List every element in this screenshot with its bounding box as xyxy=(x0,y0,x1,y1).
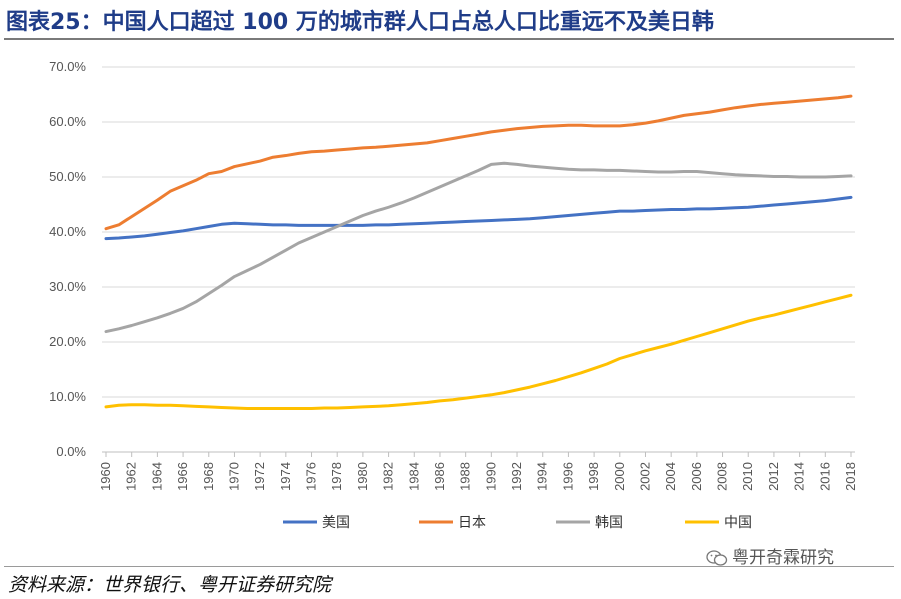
legend-item-1: 日本 xyxy=(419,515,486,531)
x-tick-label: 1990 xyxy=(483,462,498,491)
legend-label: 中国 xyxy=(724,515,752,531)
x-tick-label: 1964 xyxy=(149,462,164,491)
x-tick-label: 2016 xyxy=(817,462,832,491)
y-axis-ticks: 0.0% 10.0% 20.0% 30.0% 40.0% 50.0% 60.0% 70.0% xyxy=(49,59,86,459)
series-line-2 xyxy=(104,161,853,334)
y-tick-label: 30.0% xyxy=(49,279,86,294)
x-tick-label: 2002 xyxy=(637,462,652,491)
y-tick-label: 40.0% xyxy=(49,224,86,239)
legend-item-0: 美国 xyxy=(283,515,350,531)
x-tick-label: 1988 xyxy=(458,462,473,491)
legend-item-2: 韩国 xyxy=(556,515,623,531)
x-tick-label: 1992 xyxy=(509,462,524,491)
x-tick-label: 1978 xyxy=(329,462,344,491)
y-tick-label: 0.0% xyxy=(56,444,86,459)
wechat-icon xyxy=(706,550,728,566)
x-tick-label: 1994 xyxy=(535,462,550,491)
x-tick-label: 1976 xyxy=(304,462,319,491)
x-tick-label: 2006 xyxy=(689,462,704,491)
x-tick-label: 1996 xyxy=(560,462,575,491)
x-tick-label: 1982 xyxy=(381,462,396,491)
x-tick-label: 1984 xyxy=(406,462,421,491)
x-tick-label: 2012 xyxy=(766,462,781,491)
x-tick-label: 2004 xyxy=(663,462,678,491)
x-tick-label: 1974 xyxy=(278,462,293,491)
x-tick-label: 1986 xyxy=(432,462,447,491)
watermark: 粤开奇霖研究 xyxy=(706,543,834,568)
x-tick-label: 1960 xyxy=(98,462,113,491)
series-line-3 xyxy=(104,293,853,411)
legend: 美国 日本 韩国 中国 xyxy=(283,515,752,531)
series-line-0 xyxy=(104,195,853,241)
footer-divider xyxy=(4,566,894,567)
legend-item-3: 中国 xyxy=(685,515,752,531)
y-tick-label: 70.0% xyxy=(49,59,86,74)
x-tick-label: 2014 xyxy=(792,462,807,491)
x-tick-label: 1998 xyxy=(586,462,601,491)
legend-label: 韩国 xyxy=(595,515,623,531)
x-tick-label: 1962 xyxy=(124,462,139,491)
y-tick-label: 10.0% xyxy=(49,389,86,404)
x-tick-label: 1972 xyxy=(252,462,267,491)
legend-label: 日本 xyxy=(458,515,486,531)
x-axis-ticks: 1960 1962 1964 1966 1968 1970 1972 1974 1976 1978… xyxy=(98,452,858,491)
x-tick-label: 1968 xyxy=(201,462,216,491)
x-tick-label: 2018 xyxy=(843,462,858,491)
chart-title: 图表25：中国人口超过 100 万的城市群人口占总人口比重远不及美日韩 xyxy=(6,10,714,35)
x-tick-label: 1970 xyxy=(226,462,241,491)
y-tick-label: 50.0% xyxy=(49,169,86,184)
source-note: 资料来源：世界银行、粤开证券研究院 xyxy=(8,574,332,596)
legend-label: 美国 xyxy=(322,515,350,531)
series-lines xyxy=(104,94,853,411)
watermark-text: 粤开奇霖研究 xyxy=(732,548,834,568)
x-tick-label: 2010 xyxy=(740,462,755,491)
x-tick-label: 2000 xyxy=(612,462,627,491)
x-tick-label: 2008 xyxy=(715,462,730,491)
y-tick-label: 20.0% xyxy=(49,334,86,349)
line-chart: 0.0%10.0%20.0%30.0%40.0%50.0%60.0%70.0% … xyxy=(49,59,858,531)
y-tick-label: 60.0% xyxy=(49,114,86,129)
x-tick-label: 1980 xyxy=(355,462,370,491)
title-divider xyxy=(4,38,894,40)
x-tick-label: 1966 xyxy=(175,462,190,491)
gridlines xyxy=(102,66,855,398)
series-line-1 xyxy=(104,94,853,231)
